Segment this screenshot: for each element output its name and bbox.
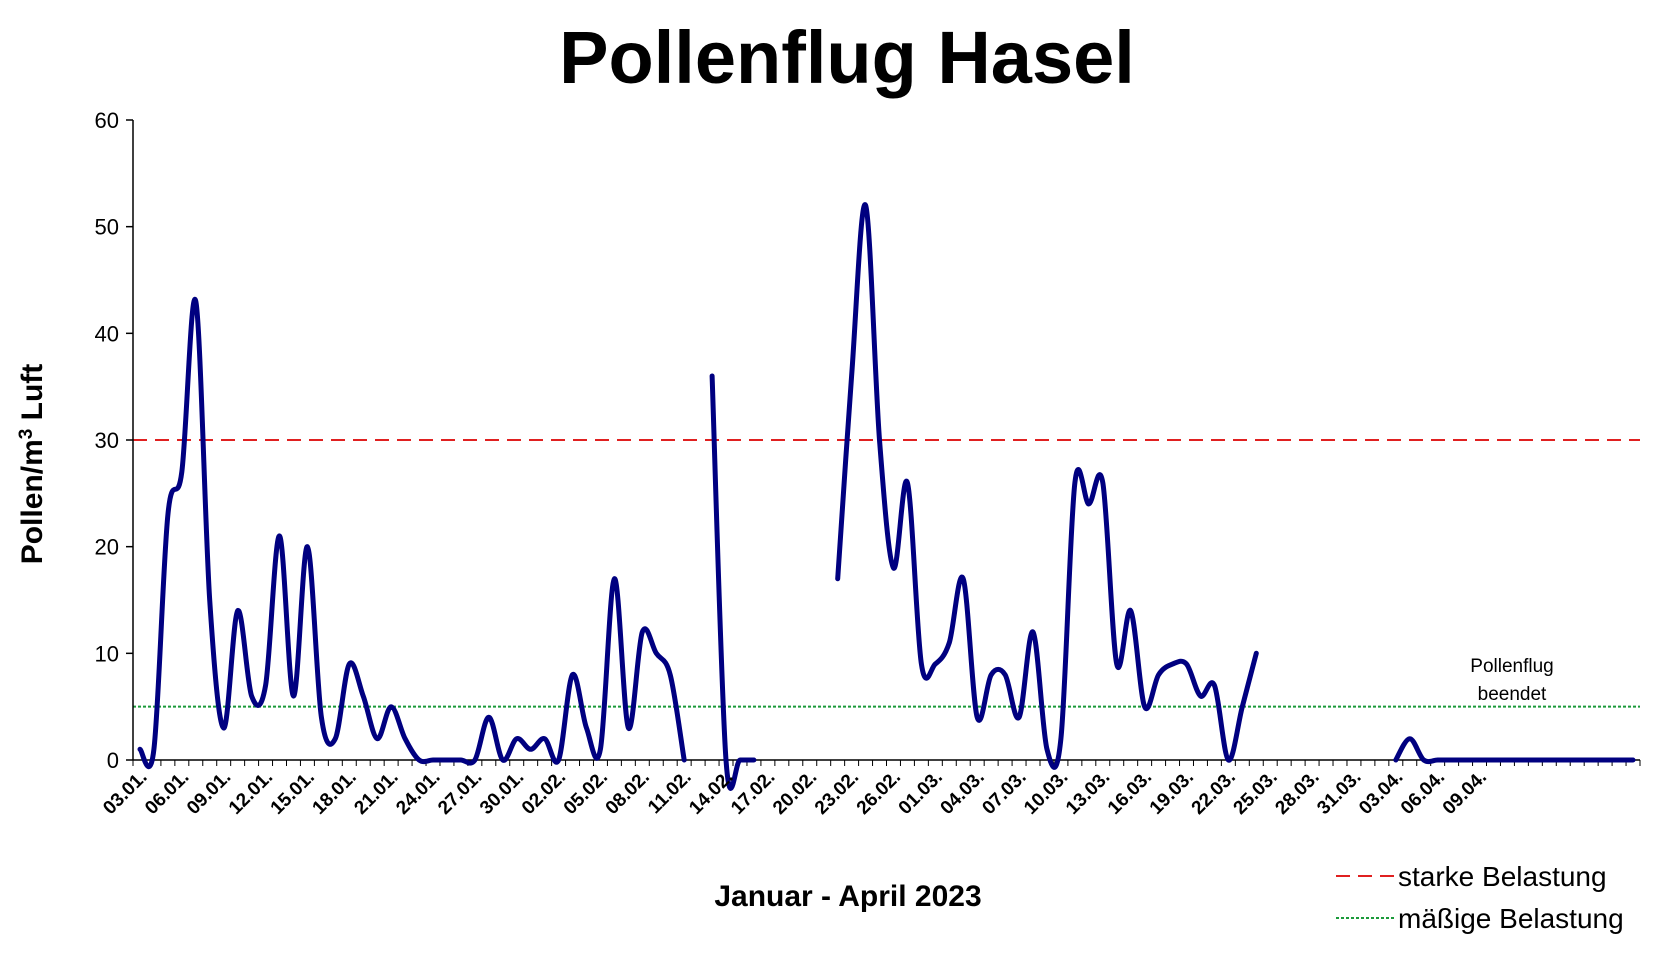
x-tick-label: 21.01. xyxy=(350,767,402,819)
x-tick-label: 20.02. xyxy=(769,767,821,819)
legend-label-starke: starke Belastung xyxy=(1398,861,1607,892)
series-line xyxy=(1393,736,1636,765)
x-tick-label: 27.01. xyxy=(434,767,486,819)
x-tick-label: 12.01. xyxy=(225,767,277,819)
y-axis-label-tail: Luft xyxy=(16,364,49,429)
threshold-lines xyxy=(133,439,1640,708)
y-tick-marks xyxy=(126,119,133,761)
x-tick-label: 03.04. xyxy=(1355,767,1407,819)
x-tick-label: 01.03. xyxy=(895,767,947,819)
x-tick-label: 06.01. xyxy=(141,767,193,819)
y-tick-label: 40 xyxy=(95,321,119,346)
x-tick-label: 11.02. xyxy=(644,767,695,818)
x-tick-label: 22.03. xyxy=(1188,767,1240,819)
y-tick-label: 20 xyxy=(95,535,119,560)
x-tick-marks xyxy=(132,760,1641,766)
x-tick-labels: 03.01.06.01.09.01.12.01.15.01.18.01.21.0… xyxy=(99,767,1491,819)
series-line xyxy=(137,296,687,770)
y-tick-label: 60 xyxy=(95,108,119,133)
annotation-line-1: Pollenflug xyxy=(1470,656,1553,677)
x-tick-label: 31.03. xyxy=(1313,767,1365,819)
x-tick-label: 16.03. xyxy=(1104,767,1156,819)
x-tick-label: 15.01. xyxy=(267,767,319,819)
x-tick-label: 03.01. xyxy=(99,767,151,819)
legend-label-maessige: mäßige Belastung xyxy=(1398,903,1624,934)
series-line xyxy=(709,373,757,791)
x-tick-label: 19.03. xyxy=(1146,767,1198,819)
y-tick-label: 10 xyxy=(95,641,119,666)
x-tick-label: 13.03. xyxy=(1062,767,1114,819)
x-tick-label: 24.01. xyxy=(392,767,444,819)
x-tick-label: 25.03. xyxy=(1230,767,1282,819)
annotation-pollenflug-beendet: Pollenflug beendet xyxy=(1470,656,1553,705)
y-axis-label-main: Pollen/m xyxy=(16,439,49,564)
y-axis-label-sup: 3 xyxy=(16,429,37,440)
x-axis-label: Januar - April 2023 xyxy=(714,880,981,913)
x-tick-label: 06.04. xyxy=(1397,767,1449,819)
x-tick-label: 07.03. xyxy=(978,767,1030,819)
y-axis-label: Pollen/m3 Luft xyxy=(16,364,49,565)
legend: starke Belastung mäßige Belastung xyxy=(1336,861,1624,934)
chart-title: Pollenflug Hasel xyxy=(559,16,1135,99)
y-tick-label: 30 xyxy=(95,428,119,453)
x-tick-label: 04.03. xyxy=(937,767,989,819)
series-line xyxy=(835,202,1259,770)
x-tick-label: 10.03. xyxy=(1020,767,1072,819)
y-tick-labels: 0 10 20 30 40 50 60 xyxy=(95,108,119,773)
x-tick-label: 28.03. xyxy=(1271,767,1323,819)
x-tick-label: 08.02. xyxy=(602,767,654,819)
y-tick-label: 50 xyxy=(95,215,119,240)
x-tick-label: 18.01. xyxy=(309,767,361,819)
x-tick-label: 02.02. xyxy=(518,767,570,819)
x-tick-label: 26.02. xyxy=(853,767,905,819)
y-tick-label: 0 xyxy=(107,748,119,773)
annotation-line-2: beendet xyxy=(1478,684,1547,705)
x-tick-label: 23.02. xyxy=(811,767,863,819)
x-tick-label: 09.04. xyxy=(1439,767,1491,819)
x-tick-label: 05.02. xyxy=(560,767,612,819)
x-tick-label: 30.01. xyxy=(476,767,528,819)
x-tick-label: 14.02. xyxy=(685,767,737,819)
series-lines xyxy=(137,202,1636,791)
x-tick-label: 09.01. xyxy=(183,767,235,819)
